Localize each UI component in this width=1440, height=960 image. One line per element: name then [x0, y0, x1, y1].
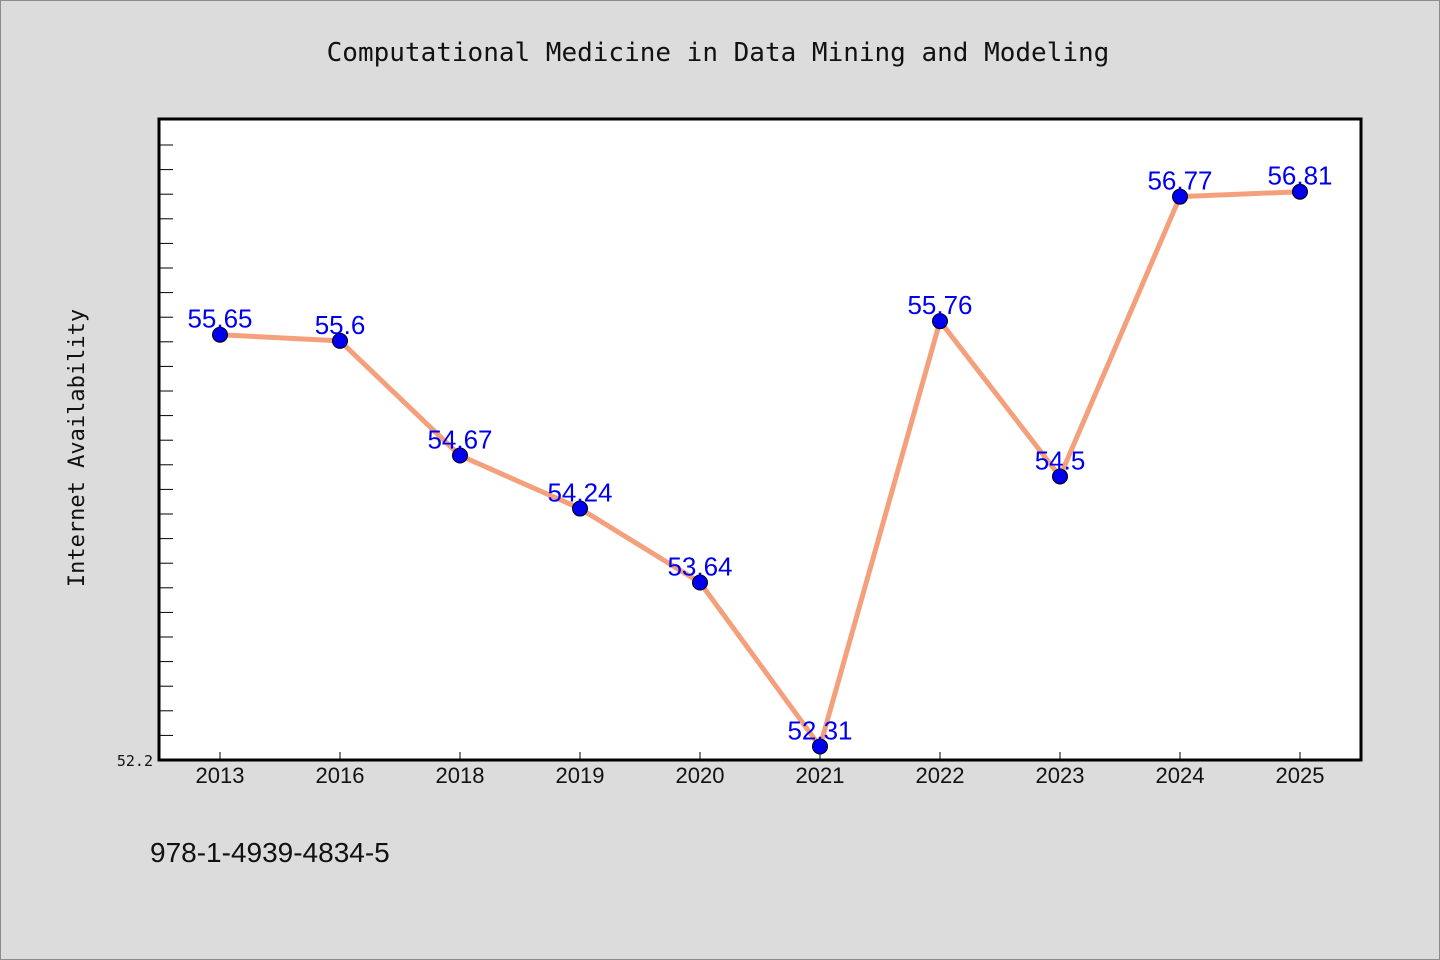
markers-group	[212, 183, 1308, 755]
data-label: 54.24	[547, 478, 612, 508]
data-labels-group: 55.65 55.6 54.67 54.24 53.64 52.31 55.76 54.5 56…	[187, 161, 1332, 746]
data-point	[692, 574, 708, 591]
x-tick-label: 2019	[556, 763, 605, 788]
data-point	[332, 332, 348, 349]
data-label: 55.65	[187, 304, 252, 334]
data-label: 54.67	[427, 425, 492, 455]
data-point	[212, 326, 228, 343]
data-label: 55.76	[907, 290, 972, 320]
x-tick-label: 2013	[196, 763, 245, 788]
data-point	[452, 447, 468, 464]
data-label: 56.77	[1147, 166, 1212, 196]
x-tick-label: 2021	[796, 763, 845, 788]
y-tick-label-min: 52.2	[117, 752, 153, 770]
isbn-text: 978-1-4939-4834-5	[150, 837, 390, 868]
x-tick-label: 2016	[316, 763, 365, 788]
data-label: 55.6	[315, 310, 366, 340]
data-point	[572, 500, 588, 517]
data-point	[932, 313, 948, 330]
x-tick-label: 2023	[1036, 763, 1085, 788]
x-tick-label: 2018	[436, 763, 485, 788]
x-axis: 2013 2016 2018 2019 2020 2021 2022 2023 2024 2025	[196, 752, 1325, 788]
data-point	[812, 738, 828, 755]
chart-title: Computational Medicine in Data Mining an…	[327, 38, 1110, 68]
data-label: 53.64	[667, 551, 732, 581]
y-axis-ticks	[159, 144, 173, 736]
data-point	[1052, 468, 1068, 485]
x-tick-label: 2020	[676, 763, 725, 788]
series-line-group	[217, 189, 1303, 749]
plot-area	[157, 117, 1363, 762]
data-label: 54.5	[1035, 445, 1086, 475]
y-axis-label: Internet Availability	[65, 309, 90, 587]
x-tick-label: 2025	[1276, 763, 1325, 788]
data-point	[1172, 188, 1188, 205]
data-point	[1292, 183, 1308, 200]
x-tick-label: 2024	[1156, 763, 1205, 788]
x-tick-label: 2022	[916, 763, 965, 788]
series-line	[217, 189, 1303, 749]
data-label: 52.31	[787, 715, 852, 745]
data-label: 56.81	[1267, 161, 1332, 191]
